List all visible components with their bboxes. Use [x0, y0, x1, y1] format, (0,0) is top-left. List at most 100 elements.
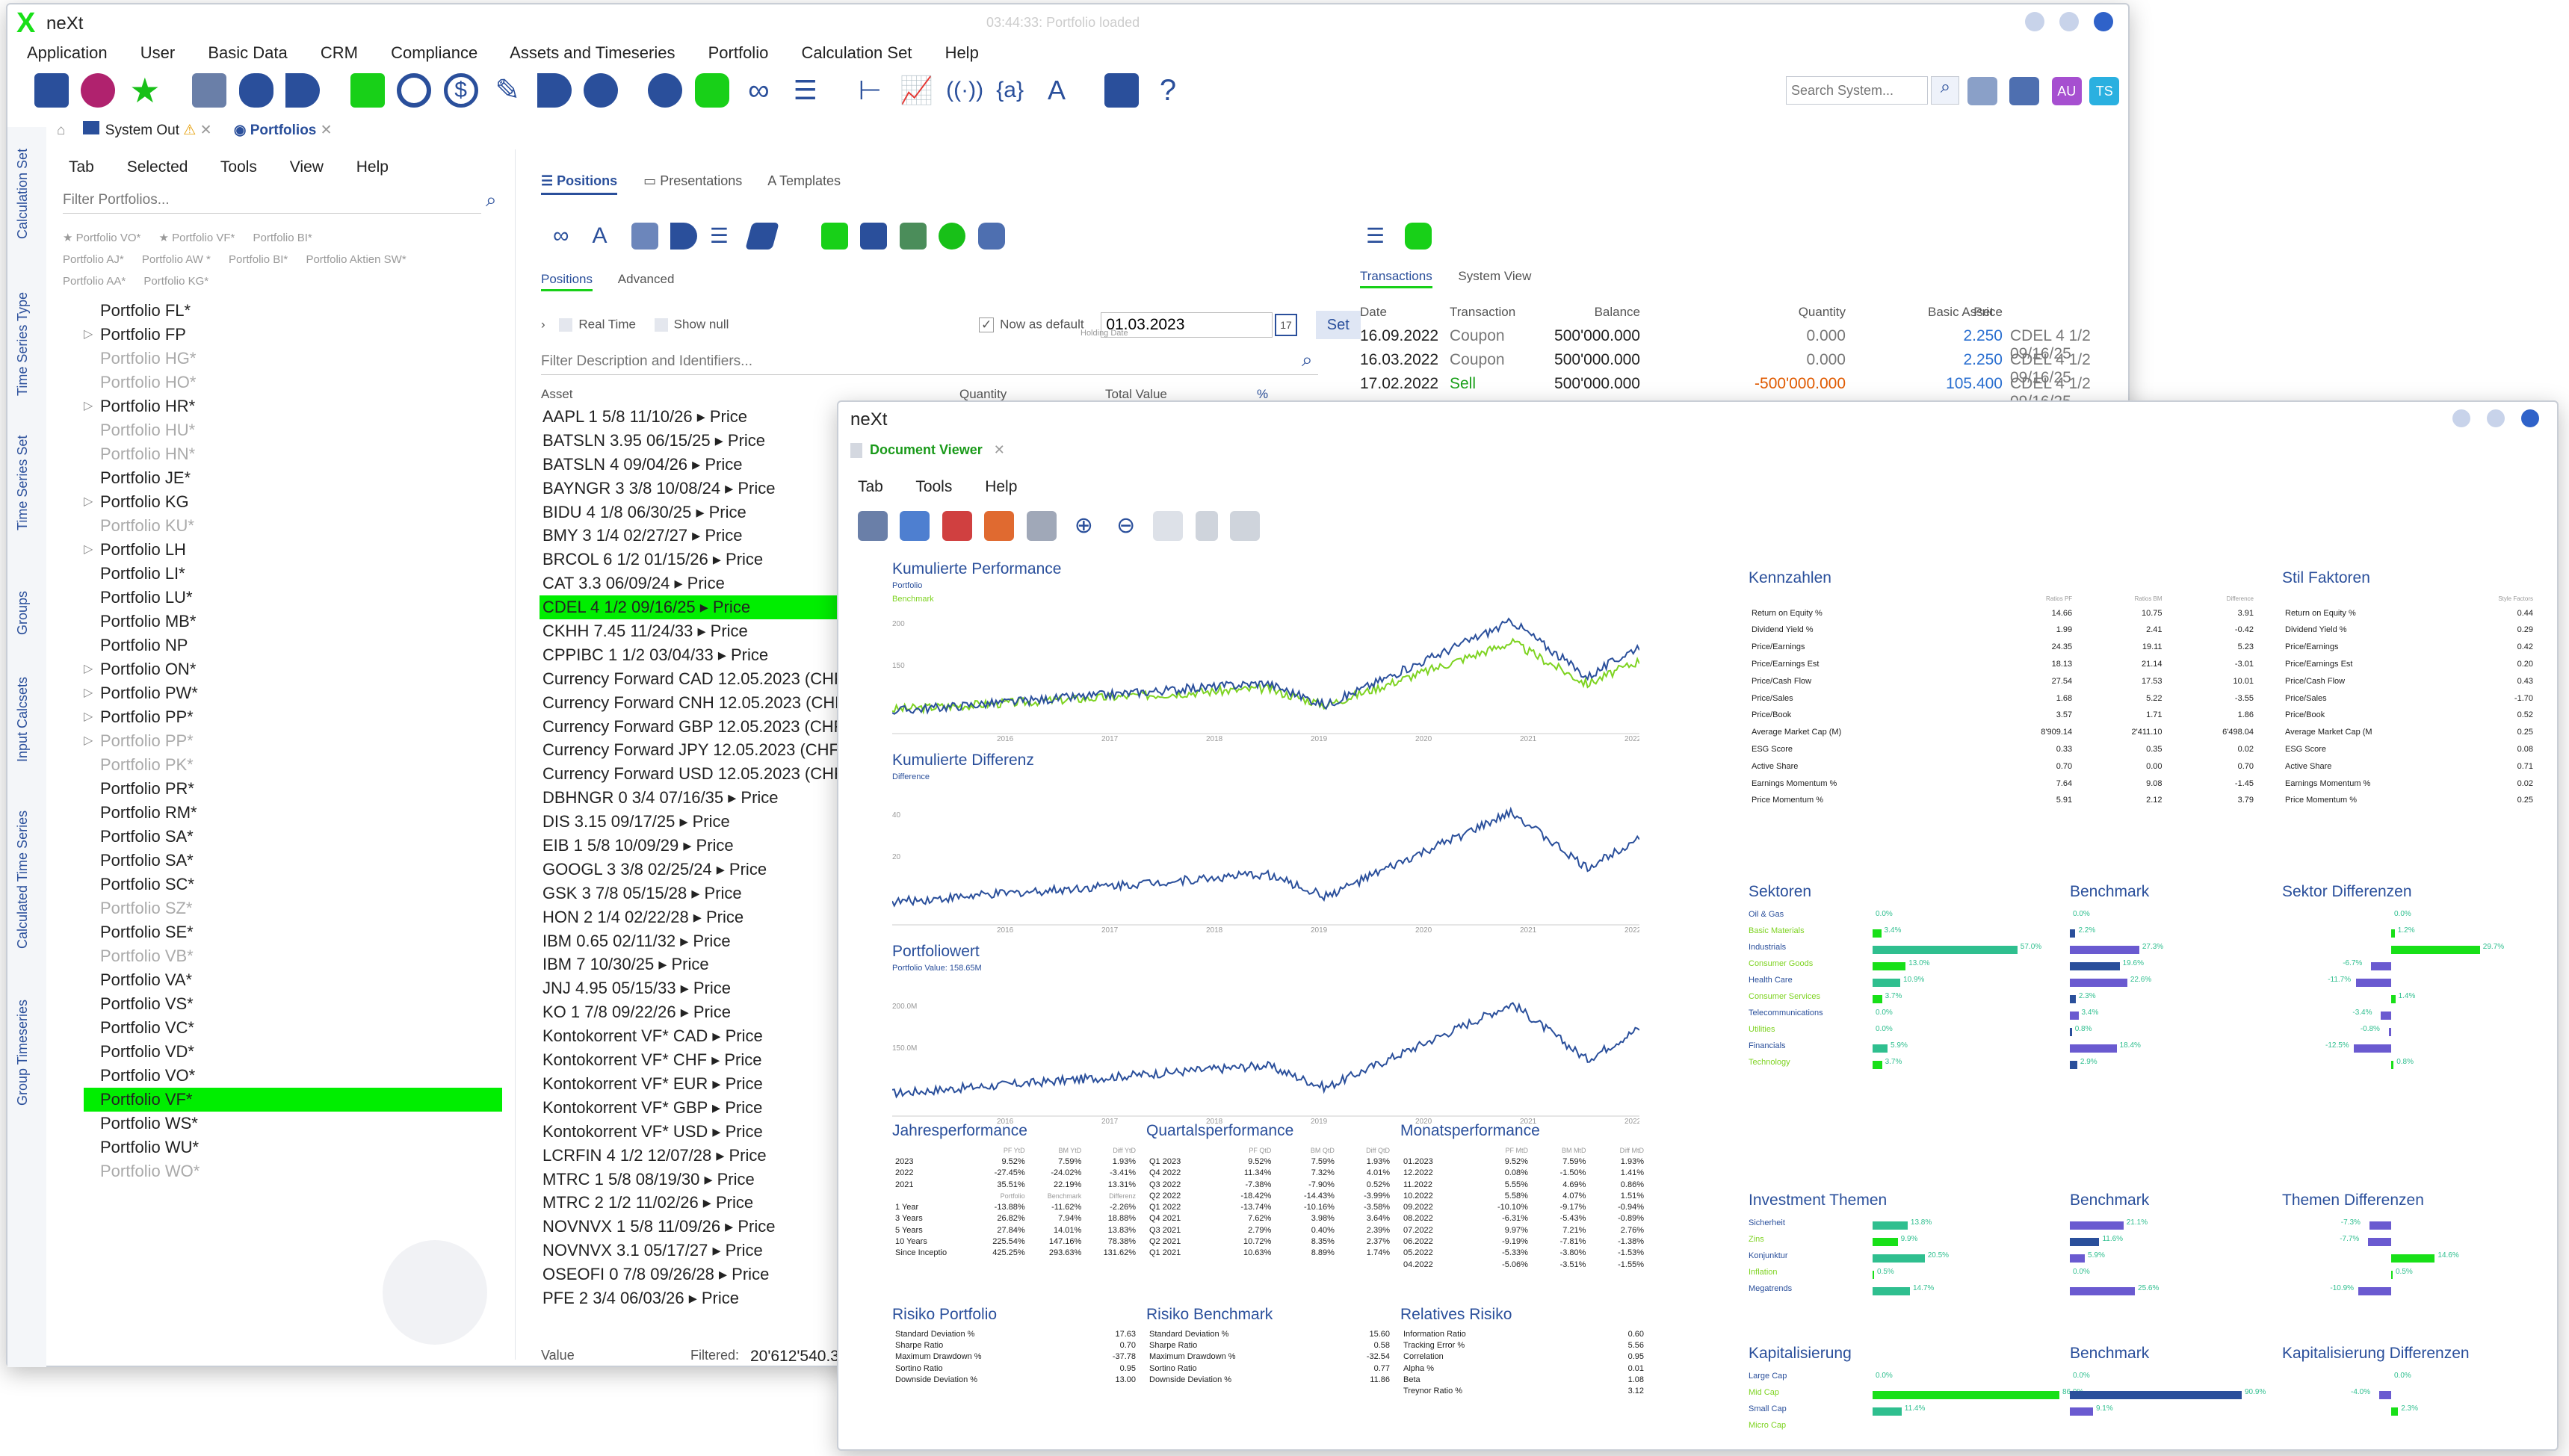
table-row[interactable]: EIB 1 5/8 10/09/29 ▸ Price — [542, 836, 734, 855]
list-item[interactable]: ▷ Portfolio LH — [84, 538, 502, 562]
now-default-checkbox[interactable]: ✓ — [979, 317, 995, 332]
two-page-icon[interactable] — [1230, 511, 1261, 541]
viewer-menu-tools[interactable]: Tools — [915, 478, 953, 495]
menu-selected[interactable]: Selected — [126, 158, 188, 176]
side-tab-group-timeseries[interactable]: Group Timeseries — [15, 999, 30, 1106]
tree-icon[interactable] — [631, 223, 658, 250]
table-row[interactable]: OSEOFI 0 7/8 09/26/28 ▸ Price — [542, 1265, 770, 1284]
table-row[interactable]: BRCOL 6 1/2 01/15/26 ▸ Price — [542, 550, 764, 569]
side-tab-input-calcsets[interactable]: Input Calcsets — [15, 676, 30, 762]
list-item[interactable]: Portfolio VD* — [84, 1040, 502, 1064]
table-row[interactable]: IBM 0.65 02/11/32 ▸ Price — [542, 931, 731, 950]
table-row[interactable]: GOOGL 3 3/8 02/25/24 ▸ Price — [542, 859, 767, 879]
positions-search-icon[interactable]: ⌕ — [1302, 348, 1313, 371]
square-icon[interactable] — [34, 73, 69, 108]
expand-icon[interactable]: ▷ — [84, 663, 93, 675]
list-item[interactable]: Portfolio LU* — [84, 586, 502, 610]
favorite-item[interactable]: Portfolio Aktien SW* — [306, 253, 406, 266]
col-percent[interactable]: % — [1257, 387, 1269, 401]
table-row[interactable]: MTRC 1 5/8 08/19/30 ▸ Price — [542, 1169, 755, 1189]
favorite-item[interactable]: Portfolio AA* — [63, 275, 126, 288]
add-icon[interactable] — [977, 223, 1005, 250]
list-item[interactable]: Portfolio VA* — [84, 968, 502, 992]
col-header[interactable]: Transaction — [1450, 305, 1516, 319]
tab-presentations[interactable]: ▭ Presentations — [643, 173, 743, 188]
table-row[interactable]: Currency Forward CNH 12.05.2023 (CHF) ▸ — [542, 693, 853, 712]
green-square-icon[interactable] — [350, 73, 385, 108]
list-item[interactable]: Portfolio FL* — [84, 299, 502, 323]
list-item[interactable]: Portfolio WO* — [84, 1159, 502, 1183]
side-tab-time-series-type[interactable]: Time Series Type — [15, 291, 30, 396]
green-square-icon[interactable] — [820, 223, 848, 250]
expand-icon[interactable]: ▷ — [84, 710, 93, 723]
list-item[interactable]: ▷ Portfolio ON* — [84, 657, 502, 681]
table-row[interactable]: BAYNGR 3 3/8 10/08/24 ▸ Price — [542, 478, 776, 498]
table-row[interactable]: CAT 3.3 06/09/24 ▸ Price — [542, 574, 725, 593]
menu-user[interactable]: User — [140, 43, 176, 62]
list-item[interactable]: Portfolio MB* — [84, 610, 502, 633]
help-icon[interactable]: ? — [1159, 74, 1177, 107]
holding-date-input[interactable] — [1101, 312, 1273, 338]
fit-icon[interactable] — [1153, 511, 1184, 541]
list-item[interactable]: Portfolio WS* — [84, 1112, 502, 1136]
list-item[interactable]: Portfolio VB* — [84, 944, 502, 968]
menu-tab[interactable]: Tab — [69, 158, 94, 176]
menu-compliance[interactable]: Compliance — [391, 43, 478, 62]
col-header[interactable]: Quantity — [1798, 305, 1846, 319]
star-icon[interactable]: ★ — [129, 71, 161, 110]
favorite-item[interactable]: Portfolio AW * — [141, 253, 211, 266]
list-item[interactable]: Portfolio RM* — [84, 801, 502, 825]
side-tab-groups[interactable]: Groups — [15, 590, 30, 635]
list-item[interactable]: Portfolio VC* — [84, 1016, 502, 1040]
refresh-icon[interactable] — [397, 73, 432, 108]
favorite-item[interactable]: Portfolio AJ* — [63, 253, 124, 266]
table-row[interactable]: CPPIBC 1 1/2 03/04/33 ▸ Price — [542, 645, 769, 664]
list-item[interactable]: Portfolio SZ* — [84, 896, 502, 920]
line-chart-icon[interactable] — [860, 223, 888, 250]
list-icon[interactable] — [583, 73, 618, 108]
viewer-minimize-button[interactable] — [2452, 409, 2470, 427]
expand-icon[interactable]: ▷ — [84, 495, 93, 508]
subtab-positions[interactable]: Positions — [541, 272, 593, 291]
viewer-maximize-button[interactable] — [2487, 409, 2505, 427]
favorite-item[interactable]: Portfolio BI* — [229, 253, 288, 266]
table-row[interactable]: Currency Forward USD 12.05.2023 (CHF) ▸ — [542, 764, 853, 784]
table-row[interactable]: NOVNVX 1 5/8 11/09/26 ▸ Price — [542, 1217, 776, 1236]
list-item[interactable]: ▷ Portfolio KG — [84, 490, 502, 514]
zoom-in-icon[interactable]: ⊕ — [1074, 513, 1093, 538]
list-item[interactable]: Portfolio WU* — [84, 1136, 502, 1159]
chart-monitor-icon[interactable]: 📈 — [900, 75, 934, 105]
table-row[interactable]: PFE 2 3/4 06/03/26 ▸ Price — [542, 1288, 739, 1307]
viewer-close-button[interactable] — [2521, 409, 2539, 427]
list-item[interactable]: Portfolio JE* — [84, 466, 502, 490]
close-button[interactable] — [2094, 12, 2113, 31]
home-icon[interactable]: ⌂ — [57, 123, 66, 138]
export-icon[interactable] — [1967, 77, 1997, 106]
list-item[interactable]: Portfolio VF* — [84, 1088, 502, 1112]
table-row[interactable]: 17.02.2022 Sell 500'000.000 -500'000.000 105… — [1360, 375, 2130, 410]
calendar-icon[interactable]: 17 — [1275, 314, 1298, 336]
tab-system-out[interactable]: System Out ⚠ ✕ — [82, 121, 212, 138]
table-row[interactable]: DBHNGR 0 3/4 07/16/35 ▸ Price — [542, 788, 779, 808]
list-item[interactable]: ▷ Portfolio PP* — [84, 705, 502, 729]
real-time-checkbox[interactable] — [559, 318, 573, 332]
portfolio-filter-input[interactable] — [63, 187, 481, 214]
arrow-right-icon[interactable] — [285, 73, 321, 108]
table-row[interactable]: Kontokorrent VF* USD ▸ Price — [542, 1121, 763, 1141]
menu-assets[interactable]: Assets and Timeseries — [510, 43, 676, 62]
table-row[interactable]: NOVNVX 3.1 05/17/27 ▸ Price — [542, 1241, 763, 1260]
print-icon[interactable] — [858, 511, 888, 541]
minimize-button[interactable] — [2025, 12, 2044, 31]
side-tab-time-series-set[interactable]: Time Series Set — [15, 435, 30, 530]
expand-icon[interactable]: ▷ — [84, 328, 93, 341]
menu-crm[interactable]: CRM — [320, 43, 358, 62]
image-chart-icon[interactable] — [899, 223, 927, 250]
pie-icon[interactable] — [670, 223, 698, 250]
close-tab-icon[interactable]: ✕ — [320, 123, 333, 138]
table-row[interactable]: Kontokorrent VF* GBP ▸ Price — [542, 1097, 763, 1117]
col-header[interactable]: Date — [1360, 305, 1387, 319]
list-item[interactable]: Portfolio VS* — [84, 992, 502, 1016]
table-row[interactable]: Currency Forward JPY 12.05.2023 (CHF) ▸ … — [542, 740, 853, 760]
expand-icon[interactable]: ▷ — [84, 734, 93, 747]
list-item[interactable]: Portfolio PK* — [84, 753, 502, 777]
